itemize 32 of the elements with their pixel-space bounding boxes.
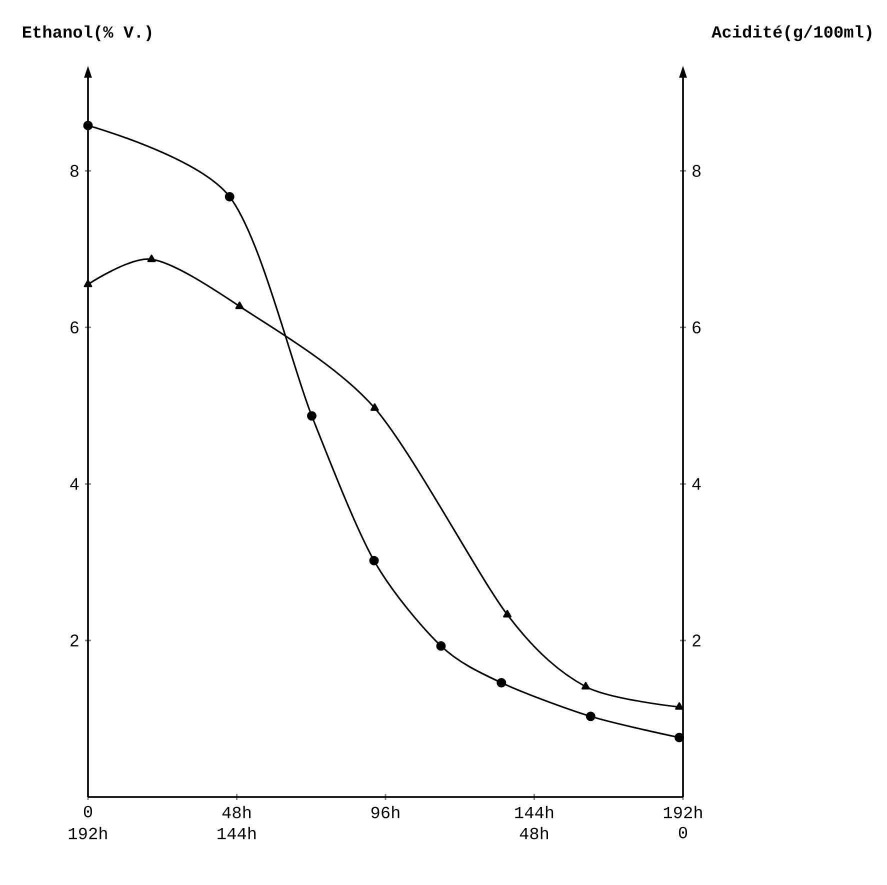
y-tick-label: 4 <box>70 478 79 490</box>
y-tick-label: 8 <box>70 164 78 177</box>
x-tick-label: 0 <box>84 806 92 818</box>
x2-tick-label: 144h <box>218 826 256 840</box>
point <box>370 403 379 411</box>
point <box>83 120 93 130</box>
point <box>306 411 317 421</box>
y-tick-label: 2 <box>70 634 78 646</box>
point <box>369 556 379 566</box>
y-tick-label: 6 <box>70 321 78 334</box>
y2-tick-label: 6 <box>692 321 701 334</box>
point <box>235 302 244 310</box>
y2-axis-title: Acidité(g/100ml) <box>712 25 872 42</box>
x2-tick-label: 48h <box>520 826 548 840</box>
point <box>224 192 234 202</box>
y-axis-title: Ethanol(% V.) <box>22 25 152 42</box>
x-tick-label: 144h <box>515 806 554 818</box>
y2-tick-label: 8 <box>692 164 701 177</box>
x2-tick-label: 192h <box>68 826 107 840</box>
point <box>84 280 92 288</box>
y2-tick-label: 4 <box>692 478 701 490</box>
point <box>586 712 596 722</box>
x2-tick-label: 0 <box>678 826 688 838</box>
x-tick-label: 48h <box>222 806 250 818</box>
point <box>496 678 506 688</box>
point <box>436 641 446 651</box>
point <box>503 610 512 618</box>
x-tick-label: 96h <box>371 806 400 818</box>
x-tick-label: 192h <box>664 806 702 818</box>
y2-tick-label: 2 <box>692 634 700 646</box>
point <box>147 254 156 262</box>
point <box>581 682 590 690</box>
